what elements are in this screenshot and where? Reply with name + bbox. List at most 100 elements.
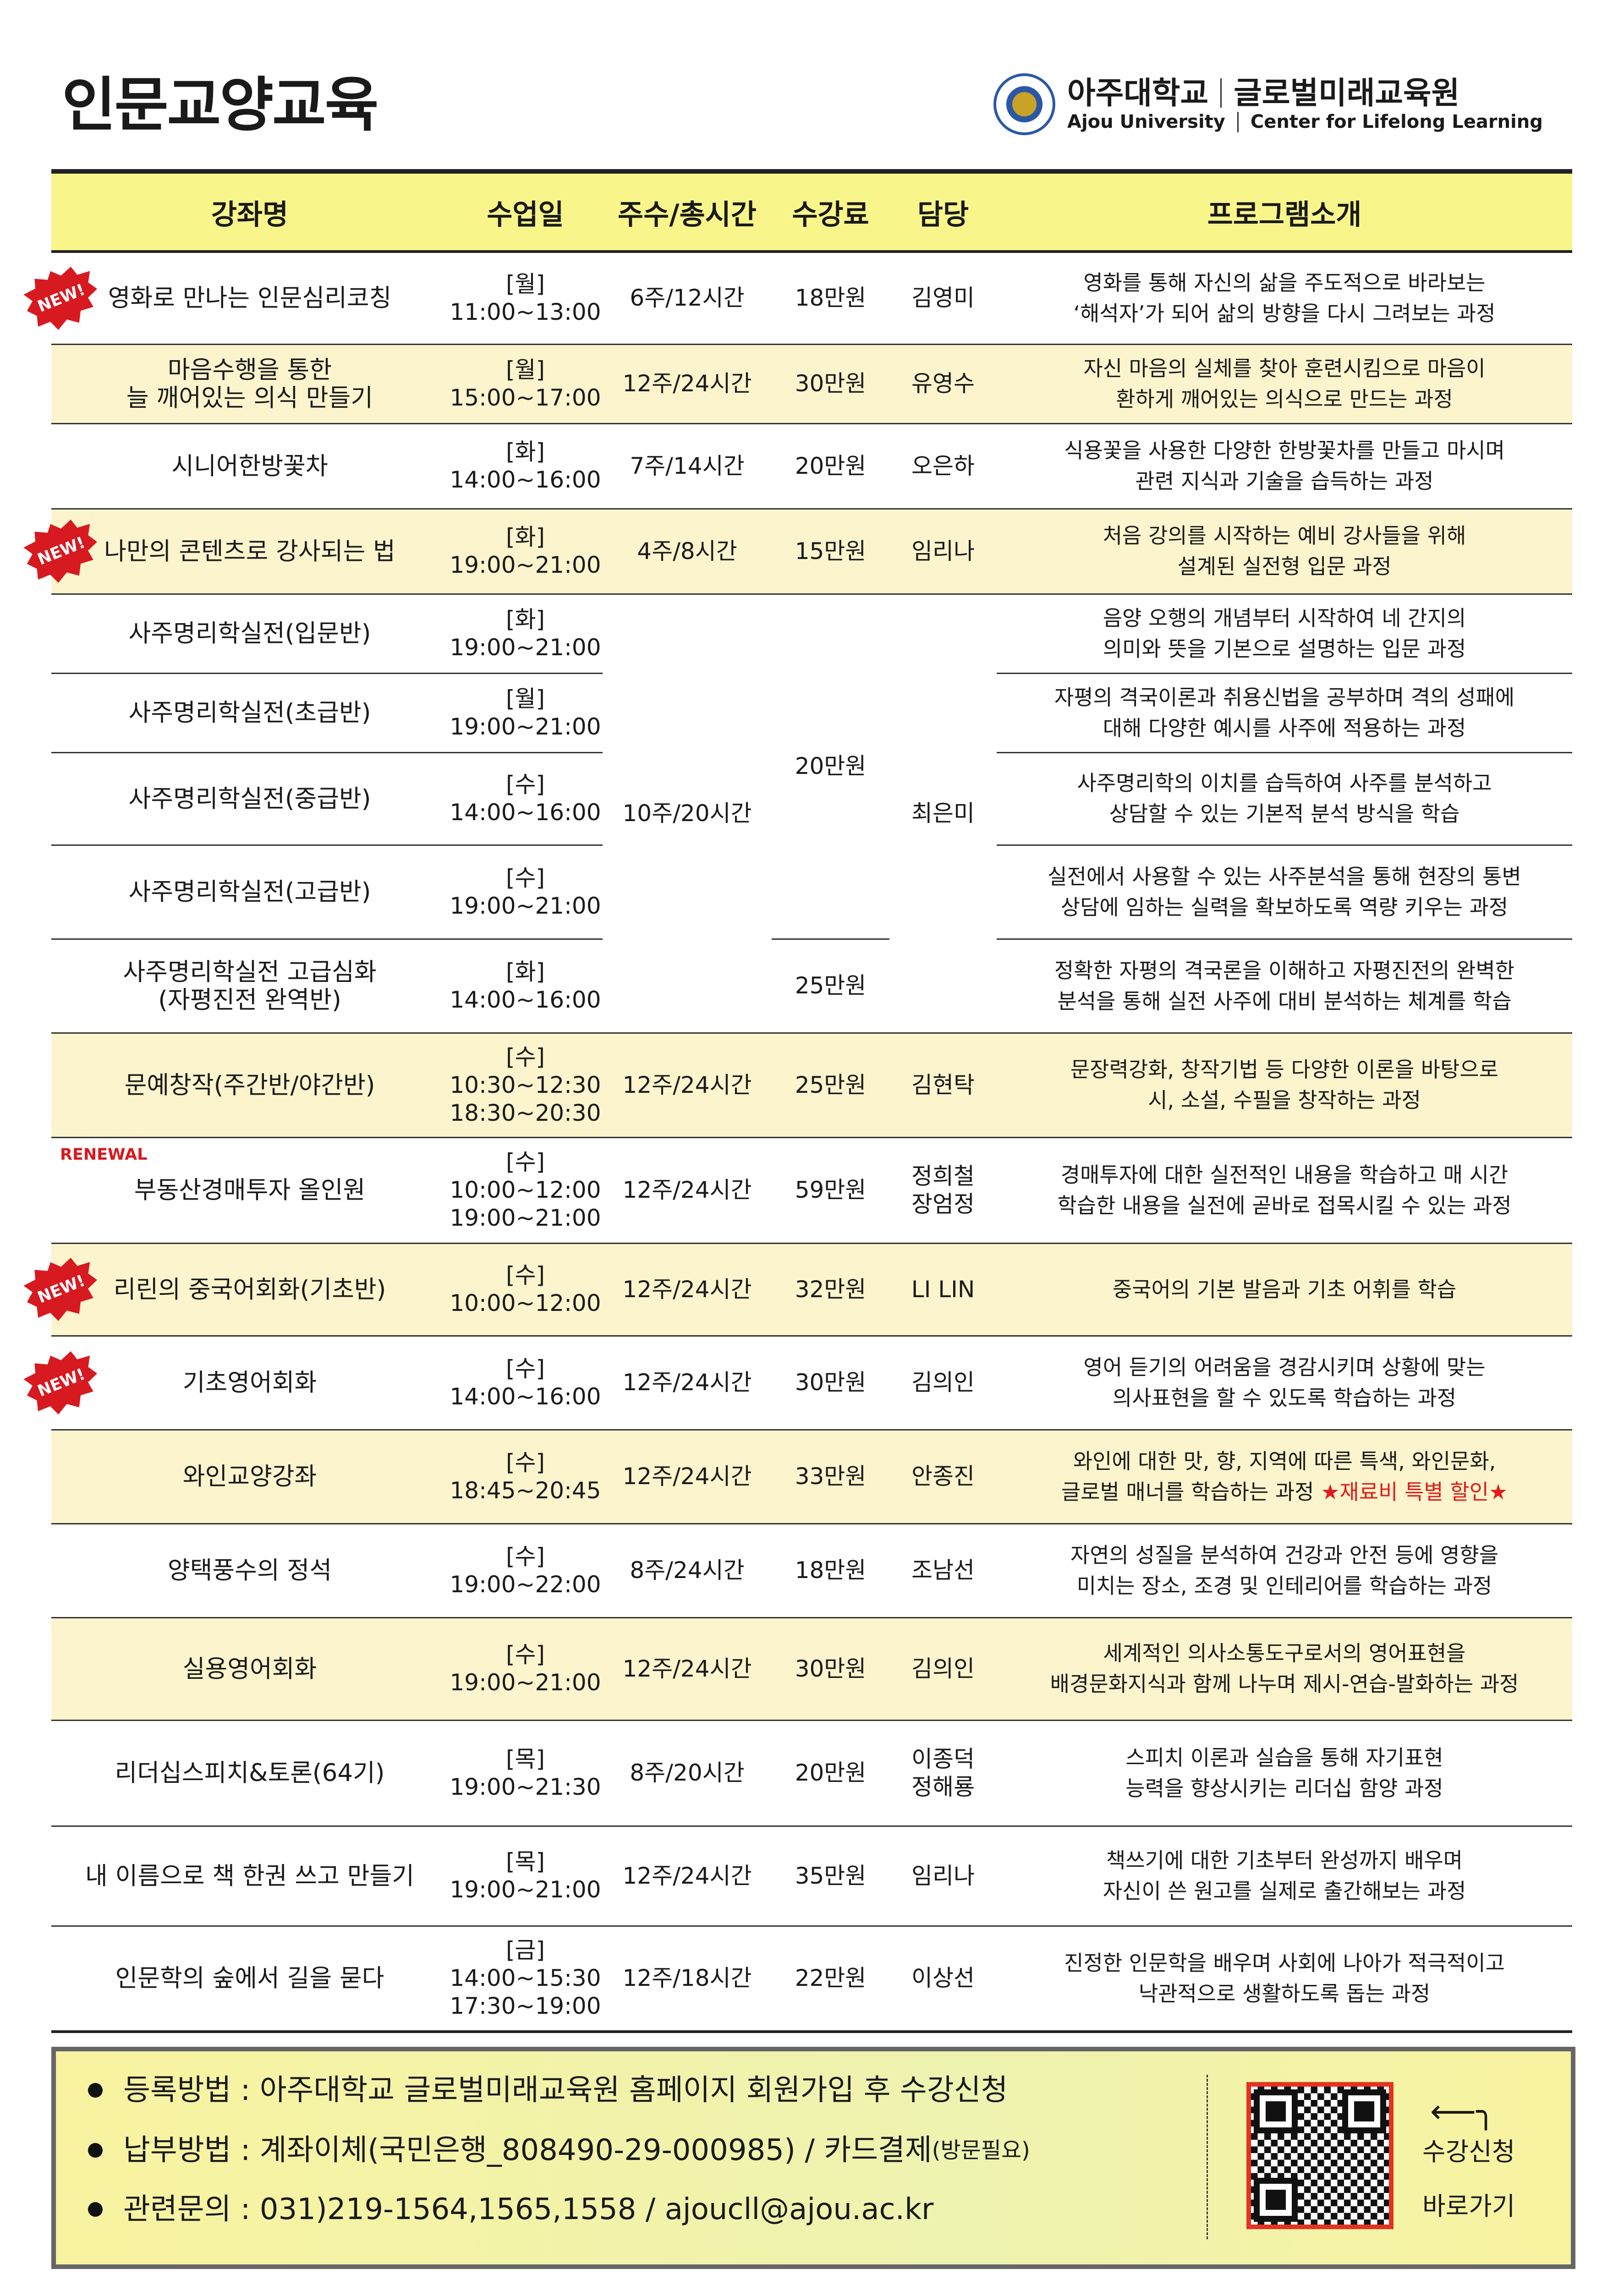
- description: 경매투자에 대한 실전적인 내용을 학습하고 매 시간 학습한 내용을 실전에 …: [997, 1136, 1572, 1243]
- instructor: 정희철 장엄정: [889, 1136, 997, 1243]
- course-name: 리린의 중국어회화(기초반) NEW!: [51, 1242, 448, 1336]
- fee: 59만원: [772, 1136, 889, 1243]
- bullet-icon: [88, 2202, 103, 2217]
- instructor: LI LIN: [889, 1242, 997, 1336]
- course-name: 문예창작(주간반/야간반): [51, 1032, 448, 1137]
- fee: 22만원: [772, 1925, 889, 2032]
- registration-info: 등록방법 : 아주대학교 글로벌미래교육원 홈페이지 회원가입 후 수강신청: [88, 2072, 1008, 2109]
- university-seal-icon: [993, 73, 1055, 135]
- description: 자신 마음의 실체를 찾아 훈련시킴으로 마음이 환하게 깨어있는 의식으로 만…: [997, 343, 1572, 423]
- duration: 12주/24시간: [603, 1617, 772, 1720]
- course-name-text: 부동산경매투자 올인원: [134, 1176, 366, 1204]
- description-text: 경매투자에 대한 실전적인 내용을 학습하고 매 시간 학습한 내용을 실전에 …: [1057, 1162, 1512, 1218]
- fee: 18만원: [772, 251, 889, 344]
- header-duration: 주수/총시간: [603, 171, 772, 253]
- renewal-badge: RENEWAL: [60, 1145, 148, 1164]
- fee: 20만원: [772, 422, 889, 509]
- duration: 12주/24시간: [603, 1335, 772, 1430]
- course-name-text: 영화로 만나는 인문심리코칭: [108, 284, 392, 312]
- course-name-text: 리린의 중국어회화(기초반): [113, 1275, 386, 1304]
- description: 실전에서 사용할 수 있는 사주분석을 통해 현장의 통변 상담에 임하는 실력…: [997, 844, 1572, 939]
- arrow-icon: ⟵╮: [1430, 2093, 1496, 2130]
- description-text: 자연의 성질을 분석하여 건강과 안전 등에 영향을 미치는 장소, 조경 및 …: [1070, 1542, 1499, 1598]
- table-row: 기초영어회화 NEW! [수] 14:00~16:00 12주/24시간 30만원 김의인…: [51, 1335, 1572, 1430]
- description: 영화를 통해 자신의 삶을 주도적으로 바라보는 ‘해석자’가 되어 삶의 방향…: [997, 251, 1572, 344]
- instructor: 안종진: [889, 1429, 997, 1524]
- qr-label-2[interactable]: 바로가기: [1422, 2192, 1515, 2221]
- duration: 12주/24시간: [603, 1429, 772, 1524]
- qr-label-1[interactable]: 수강신청: [1422, 2137, 1515, 2166]
- divider: [1207, 2075, 1208, 2239]
- description: 영어 듣기의 어려움을 경감시키며 상황에 맞는 의사표현을 할 수 있도록 학…: [997, 1335, 1572, 1430]
- fee: 25만원: [772, 938, 889, 1033]
- fee: 33만원: [772, 1429, 889, 1524]
- table-row: 사주명리학실전(고급반) [수] 19:00~21:00 실전에서 사용할 수 있는…: [51, 844, 1572, 939]
- table-row: 사주명리학실전 고급심화 (자평진전 완역반) [화] 14:00~16:00 25…: [51, 938, 1572, 1033]
- description-text: 처음 강의를 시작하는 예비 강사들을 위해 설계된 실전형 입문 과정: [1103, 523, 1466, 579]
- duration: 12주/24시간: [603, 1825, 772, 1926]
- description-text: 음양 오행의 개념부터 시작하여 네 간지의 의미와 뜻을 기본으로 설명하는 …: [1103, 605, 1466, 661]
- description: 사주명리학의 이치를 습득하여 사주를 분석하고 상담할 수 있는 기본적 분석…: [997, 751, 1572, 845]
- table-row: 문예창작(주간반/야간반) [수] 10:30~12:30 18:30~20:30…: [51, 1032, 1572, 1137]
- course-name-text: 문예창작(주간반/야간반): [124, 1071, 375, 1099]
- schedule: [수] 10:00~12:00: [448, 1242, 603, 1336]
- instructor: 최은미: [889, 593, 997, 1033]
- fee: 30만원: [772, 343, 889, 423]
- qr-code[interactable]: [1246, 2082, 1394, 2229]
- header-fee: 수강료: [772, 171, 889, 253]
- schedule: [수] 14:00~16:00: [448, 1335, 603, 1430]
- new-badge: NEW!: [16, 1249, 106, 1331]
- description: 식용꽃을 사용한 다양한 한방꽃차를 만들고 마시며 관련 지식과 기술을 습득…: [997, 422, 1572, 509]
- instructor: 이종덕 정해룡: [889, 1719, 997, 1826]
- schedule: [수] 18:45~20:45: [448, 1429, 603, 1524]
- course-name-text: 사주명리학실전(고급반): [128, 878, 371, 906]
- fee: 20만원: [772, 1719, 889, 1826]
- course-name-text: 사주명리학실전(중급반): [128, 784, 371, 813]
- table-row: 리더십스피치&토론(64기) [목] 19:00~21:30 8주/20시간 20만원…: [51, 1719, 1572, 1826]
- table-row: 부동산경매투자 올인원 RENEWAL [수] 10:00~12:00 19:00~…: [51, 1136, 1572, 1243]
- schedule: [화] 19:00~21:00: [448, 593, 603, 673]
- description: 세계적인 의사소통도구로서의 영어표현을 배경문화지식과 함께 나누며 제시-연…: [997, 1617, 1572, 1720]
- logo-university-en: Ajou University: [1067, 111, 1225, 133]
- duration: 8주/20시간: [603, 1719, 772, 1826]
- header-instructor: 담당: [889, 171, 997, 253]
- bullet-icon: [88, 2083, 103, 2098]
- instructor: 조남선: [889, 1523, 997, 1617]
- instructor: 임리나: [889, 1825, 997, 1926]
- description-text: 책쓰기에 대한 기초부터 완성까지 배우며 자신이 쓴 원고를 실제로 출간해보…: [1103, 1848, 1466, 1903]
- header-schedule: 수업일: [448, 171, 603, 253]
- course-name-text: 사주명리학실전(초급반): [128, 699, 371, 727]
- duration: 12주/18시간: [603, 1925, 772, 2032]
- description: 와인에 대한 맛, 향, 지역에 따른 특색, 와인문화, 글로벌 매너를 학습…: [997, 1429, 1572, 1524]
- description: 음양 오행의 개념부터 시작하여 네 간지의 의미와 뜻을 기본으로 설명하는 …: [997, 593, 1572, 673]
- description: 자평의 격국이론과 취용신법을 공부하며 격의 성패에 대해 다양한 예시를 사…: [997, 672, 1572, 752]
- course-name: 인문학의 숲에서 길을 묻다: [51, 1925, 448, 2032]
- course-name: 나만의 콘텐츠로 강사되는 법 NEW!: [51, 508, 448, 594]
- description-text: 영화를 통해 자신의 삶을 주도적으로 바라보는 ‘해석자’가 되어 삶의 방향…: [1073, 270, 1496, 326]
- course-name-text: 내 이름으로 책 한권 쓰고 만들기: [85, 1862, 415, 1890]
- duration: 6주/12시간: [603, 251, 772, 344]
- course-name: 영화로 만나는 인문심리코칭 NEW!: [51, 251, 448, 344]
- fee: 35만원: [772, 1825, 889, 1926]
- table-row: 양택풍수의 정석 [수] 19:00~22:00 8주/24시간 18만원 조남선 자연의…: [51, 1523, 1572, 1617]
- fee: 30만원: [772, 1617, 889, 1720]
- fee: 20만원: [772, 593, 889, 939]
- duration: 4주/8시간: [603, 508, 772, 594]
- page-title: 인문교양교육: [62, 71, 379, 139]
- schedule: [금] 14:00~15:30 17:30~19:00: [448, 1925, 603, 2032]
- course-name: 와인교양강좌: [51, 1429, 448, 1524]
- description: 정확한 자평의 격국론을 이해하고 자평진전의 완벽한 분석을 통해 실전 사주…: [997, 938, 1572, 1033]
- schedule: [수] 14:00~16:00: [448, 751, 603, 845]
- instructor: 김영미: [889, 251, 997, 344]
- course-name: 사주명리학실전(초급반): [51, 672, 448, 752]
- course-name: 사주명리학실전(고급반): [51, 844, 448, 939]
- course-name: 사주명리학실전(중급반): [51, 751, 448, 845]
- instructor: 오은하: [889, 422, 997, 509]
- new-badge: NEW!: [16, 510, 106, 592]
- description-text: 세계적인 의사소통도구로서의 영어표현을 배경문화지식과 함께 나누며 제시-연…: [1050, 1641, 1519, 1696]
- table-header: 강좌명 수업일 주수/총시간 수강료 담당 프로그램소개: [51, 171, 1572, 253]
- course-name: 내 이름으로 책 한권 쓰고 만들기: [51, 1825, 448, 1926]
- course-name: 시니어한방꽃차: [51, 422, 448, 509]
- course-name: 양택풍수의 정석: [51, 1523, 448, 1617]
- course-name-text: 나만의 콘텐츠로 강사되는 법: [104, 537, 395, 565]
